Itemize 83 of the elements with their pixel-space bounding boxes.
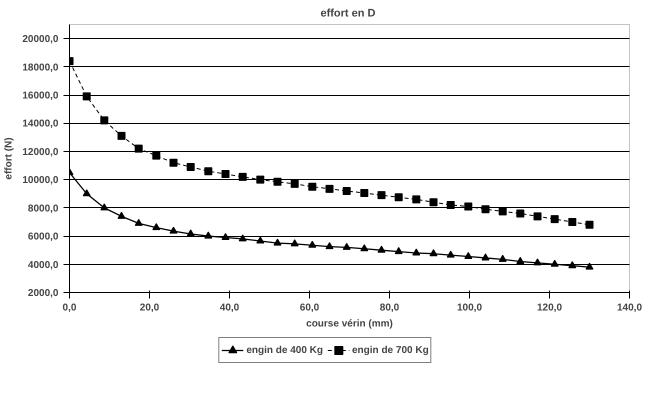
point bbox=[430, 249, 438, 256]
point bbox=[412, 195, 420, 204]
point bbox=[516, 256, 524, 264]
point bbox=[82, 189, 91, 196]
point bbox=[204, 167, 212, 176]
point bbox=[586, 262, 594, 270]
x-axis-title: course vérin (mm) bbox=[306, 318, 393, 330]
point bbox=[308, 240, 316, 248]
point bbox=[482, 205, 490, 214]
point bbox=[326, 184, 334, 193]
x-tick-label: 60,0 bbox=[300, 302, 320, 314]
point bbox=[290, 180, 299, 188]
point bbox=[342, 186, 351, 195]
point bbox=[204, 232, 212, 239]
point bbox=[568, 261, 576, 268]
point bbox=[186, 229, 195, 236]
point bbox=[498, 207, 507, 216]
point bbox=[446, 250, 455, 258]
point bbox=[534, 212, 542, 220]
point bbox=[550, 215, 559, 224]
point bbox=[118, 212, 126, 219]
point bbox=[134, 144, 143, 153]
y-tick-label: 18000,0 bbox=[22, 62, 59, 74]
point bbox=[118, 132, 126, 140]
point bbox=[360, 244, 368, 252]
y-tick-label: 6000,0 bbox=[28, 232, 59, 243]
chart-title: effort en D bbox=[320, 8, 376, 20]
x-tick-label: 140,0 bbox=[616, 302, 642, 314]
point bbox=[378, 191, 386, 200]
point bbox=[134, 218, 143, 226]
point bbox=[152, 223, 160, 230]
y-tick-label: 16000,0 bbox=[22, 90, 59, 102]
legend-label: engin de 400 Kg bbox=[246, 344, 323, 356]
point bbox=[222, 170, 230, 178]
point bbox=[100, 203, 108, 210]
point bbox=[152, 152, 160, 160]
point bbox=[360, 189, 368, 198]
y-tick-label: 2000,0 bbox=[28, 288, 59, 299]
x-tick-label: 40,0 bbox=[220, 302, 240, 314]
point bbox=[274, 238, 282, 246]
point bbox=[290, 239, 299, 246]
x-tick-label: 0,0 bbox=[62, 302, 77, 314]
point bbox=[464, 252, 472, 260]
point bbox=[516, 210, 524, 218]
point bbox=[412, 248, 420, 256]
point bbox=[464, 202, 472, 210]
x-tick-label: 100,0 bbox=[456, 302, 482, 314]
y-tick-label: 12000,0 bbox=[22, 146, 59, 158]
point bbox=[256, 176, 264, 184]
point bbox=[394, 247, 403, 254]
point bbox=[238, 234, 247, 242]
point bbox=[82, 92, 91, 100]
point bbox=[498, 254, 507, 262]
point bbox=[550, 260, 559, 267]
y-tick-label: 8000,0 bbox=[28, 203, 59, 214]
point bbox=[308, 182, 316, 191]
point bbox=[446, 201, 455, 210]
point bbox=[238, 172, 247, 181]
x-tick-label: 20,0 bbox=[140, 302, 160, 314]
x-tick-label: 80,0 bbox=[380, 302, 400, 314]
point bbox=[482, 253, 490, 260]
point bbox=[430, 198, 438, 206]
y-tick-label: 20000,0 bbox=[22, 34, 59, 46]
y-tick-label: 14000,0 bbox=[22, 118, 59, 130]
point bbox=[274, 178, 282, 186]
point bbox=[222, 232, 230, 240]
legend-label: engin de 700 Kg bbox=[352, 344, 429, 356]
point bbox=[186, 162, 195, 171]
point bbox=[170, 226, 178, 234]
y-tick-label: 4000,0 bbox=[28, 260, 59, 271]
point bbox=[586, 220, 594, 229]
point bbox=[568, 218, 576, 226]
point bbox=[342, 242, 351, 250]
point bbox=[534, 258, 542, 266]
y-tick-label: 10000,0 bbox=[22, 175, 59, 186]
y-axis-title: effort (N) bbox=[3, 137, 14, 180]
x-tick-label: 120,0 bbox=[536, 302, 562, 314]
point bbox=[394, 193, 403, 202]
point bbox=[170, 158, 178, 167]
point bbox=[100, 116, 108, 124]
point bbox=[256, 236, 264, 244]
point bbox=[378, 246, 386, 253]
point bbox=[326, 242, 334, 250]
